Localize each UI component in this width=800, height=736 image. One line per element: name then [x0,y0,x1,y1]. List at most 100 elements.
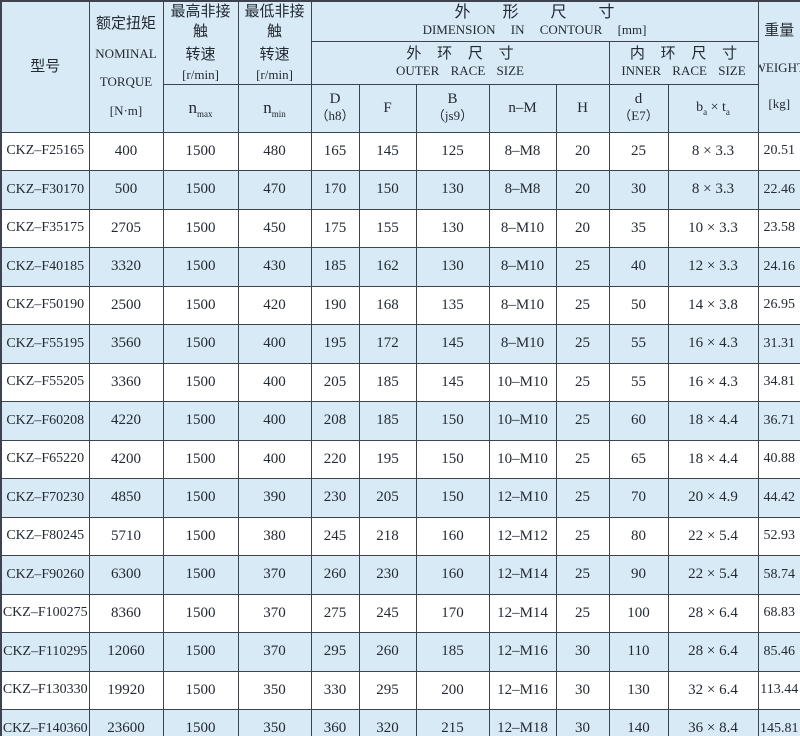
table-row: CKZ–F70230 4850 1500 390 230 205 150 12–M10 25 70… [0,478,800,518]
cell-nM: 12–M18 [488,709,557,736]
cell-torque: 23600 [88,709,164,736]
cell-nM: 12–M16 [488,632,557,672]
cell-model: CKZ–F25165 [0,131,90,172]
cell-bt: 22 × 5.4 [667,555,759,595]
cell-bt: 20 × 4.9 [667,478,759,518]
cell-D: 245 [310,516,360,557]
cell-nM: 12–M16 [488,670,557,711]
cell-nM: 8–M8 [488,170,557,210]
cell-model: CKZ–F80245 [0,516,90,557]
cell-d: 55 [608,362,669,403]
cell-weight: 145.81 [757,709,800,736]
cell-weight: 44.42 [757,478,800,518]
cell-nM: 8–M10 [488,247,557,287]
header-torque-en1: NOMINAL [95,45,157,61]
cell-nM: 12–M14 [488,593,557,634]
cell-weight: 20.51 [757,131,800,172]
table-row: CKZ–F35175 2705 1500 450 175 155 130 8–M10 20 35 1… [0,208,800,249]
col-d-symbol: d [634,91,643,108]
cell-nmax: 1500 [162,709,239,736]
header-dimension-cn: 外 形 尺 寸 [454,4,629,22]
cell-model: CKZ–F130330 [0,670,90,711]
cell-nmax: 1500 [162,401,239,441]
cell-nM: 8–M8 [488,131,557,172]
cell-torque: 12060 [88,632,164,672]
header-nmin-symbol: nmin [237,83,312,133]
cell-weight: 113.44 [757,670,800,711]
cell-bt: 16 × 4.3 [667,324,759,364]
cell-nmin: 430 [237,247,312,287]
cell-D: 295 [310,632,360,672]
cell-d: 140 [608,709,669,736]
cell-nmax: 1500 [162,439,239,480]
table-row: CKZ–F55195 3560 1500 400 195 172 145 8–M10 25 55 1… [0,324,800,364]
cell-weight: 52.93 [757,516,800,557]
header-torque-unit: [N·m] [109,102,143,118]
col-B-symbol: B [447,91,458,108]
cell-H: 30 [555,709,610,736]
cell-F: 195 [358,439,417,480]
table-row: CKZ–F110295 12060 1500 370 295 260 185 12–M16 30… [0,632,800,672]
cell-F: 320 [358,709,417,736]
col-d-tolerance: （E7） [618,108,659,124]
cell-B: 215 [415,709,490,736]
cell-bt: 16 × 4.3 [667,362,759,403]
cell-nmax: 1500 [162,362,239,403]
cell-torque: 8360 [88,593,164,634]
cell-bt: 36 × 8.4 [667,709,759,736]
cell-nM: 8–M10 [488,324,557,364]
cell-H: 20 [555,131,610,172]
header-model: 型号 [0,0,90,133]
cell-nmax: 1500 [162,285,239,326]
cell-d: 55 [608,324,669,364]
header-col-H: H [555,83,610,133]
cell-H: 25 [555,478,610,518]
header-inner-race: 内 环 尺 寸 INNER RACE SIZE [608,40,759,85]
header-col-B: B （js9） [415,83,490,133]
cell-F: 185 [358,401,417,441]
table-header: 型号 额定扭矩 NOMINAL TORQUE [N·m] 最高非接触 转速 [r… [0,0,800,133]
cell-nmax: 1500 [162,170,239,210]
table-row: CKZ–F60208 4220 1500 400 208 185 150 10–M10 25 60… [0,401,800,441]
cell-torque: 400 [88,131,164,172]
cell-bt: 28 × 6.4 [667,593,759,634]
cell-torque: 3560 [88,324,164,364]
cell-torque: 4850 [88,478,164,518]
cell-F: 230 [358,555,417,595]
col-bt-b-sub: a [703,107,708,118]
cell-F: 172 [358,324,417,364]
header-torque-en2: TORQUE [99,74,153,90]
cell-d: 25 [608,131,669,172]
cell-D: 275 [310,593,360,634]
cell-D: 170 [310,170,360,210]
col-F-symbol: F [383,99,392,116]
header-weight-cn: 重量 [764,22,795,39]
cell-d: 60 [608,401,669,441]
cell-weight: 68.83 [757,593,800,634]
header-model-label: 型号 [30,58,61,75]
cell-F: 218 [358,516,417,557]
cell-F: 162 [358,247,417,287]
cell-torque: 4200 [88,439,164,480]
table-row: CKZ–F25165 400 1500 480 165 145 125 8–M8 20 25 8 ×… [0,131,800,172]
header-col-nM: n–M [488,83,557,133]
cell-model: CKZ–F55195 [0,324,90,364]
cell-weight: 34.81 [757,362,800,403]
header-col-D: D （h8） [310,83,360,133]
cell-d: 90 [608,555,669,595]
cell-H: 30 [555,670,610,711]
cell-F: 245 [358,593,417,634]
cell-nmax: 1500 [162,208,239,249]
cell-H: 25 [555,401,610,441]
cell-d: 30 [608,170,669,210]
cell-B: 150 [415,439,490,480]
cell-nM: 12–M12 [488,516,557,557]
cell-model: CKZ–F90260 [0,555,90,595]
header-row-1: 型号 额定扭矩 NOMINAL TORQUE [N·m] 最高非接触 转速 [r… [0,0,800,133]
cell-nmin: 350 [237,709,312,736]
cell-B: 145 [415,324,490,364]
table-body: CKZ–F25165 400 1500 480 165 145 125 8–M8 20 25 8 ×… [0,131,800,736]
nmax-sub: max [197,108,213,119]
cell-nmin: 370 [237,632,312,672]
cell-nmin: 480 [237,131,312,172]
